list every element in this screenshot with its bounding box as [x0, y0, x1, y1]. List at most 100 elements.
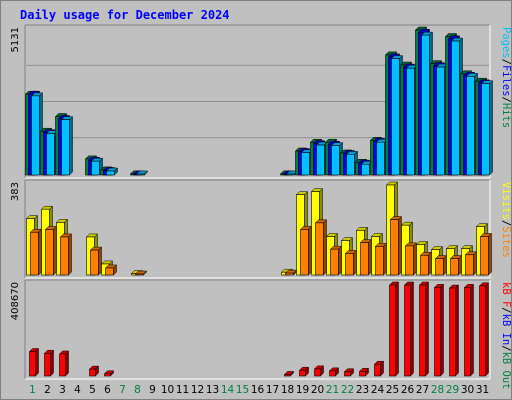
bar-side — [98, 246, 102, 276]
x-tick-label: 21 — [326, 384, 339, 396]
bar-face — [59, 353, 66, 377]
bar-kb-f-27 — [418, 281, 430, 377]
bar-pages-31 — [480, 80, 494, 176]
x-axis: 1 2 3 4 5 6 7 8 9 10 11 12 13 14 15 16 17 18 19 20 21 22 23 24 2… — [29, 384, 489, 396]
bar-face — [464, 287, 471, 377]
bar-face — [374, 363, 381, 377]
x-tick-label: 15 — [236, 384, 249, 396]
bar-side — [308, 225, 312, 276]
bar-face — [376, 141, 385, 176]
bar-side — [368, 238, 372, 276]
bar-face — [451, 40, 460, 176]
bar-face — [436, 66, 445, 176]
bar-sites-29 — [449, 254, 463, 276]
bar-sites-2 — [44, 225, 58, 276]
x-tick-label: 31 — [476, 384, 489, 396]
x-tick-label: 23 — [356, 384, 369, 396]
bar-side — [488, 232, 492, 276]
x-tick-label: 30 — [461, 384, 474, 396]
bar-face — [406, 67, 415, 176]
y-max-label: 408670 — [10, 282, 21, 320]
chart-title: Daily usage for December 2024 — [20, 8, 230, 22]
bar-face — [300, 229, 309, 276]
bar-face — [284, 374, 291, 377]
bar-face — [330, 248, 339, 276]
bar-face — [404, 284, 411, 377]
legend-entry: Visits — [500, 182, 512, 220]
x-tick-label: 8 — [134, 384, 141, 396]
bar-sites-20 — [314, 219, 328, 276]
legend-entry: / — [500, 220, 512, 226]
x-tick-label: 4 — [74, 384, 81, 396]
bar-side — [323, 219, 327, 276]
legend-entry: / — [500, 307, 512, 313]
legend-entry: / — [500, 59, 512, 65]
bar-sites-21 — [329, 245, 343, 276]
bar-kb-f-5 — [88, 365, 100, 377]
bar-face — [91, 160, 100, 176]
bar-sites-3 — [59, 233, 73, 276]
bar-kb-f-28 — [433, 283, 445, 377]
bar-kb-f-23 — [358, 367, 370, 377]
bar-sites-31 — [479, 232, 493, 276]
bar-sites-6 — [104, 264, 118, 276]
bar-kb-f-3 — [58, 350, 70, 377]
bar-sites-28 — [434, 254, 448, 276]
bar-face — [419, 284, 426, 377]
bar-face — [31, 95, 40, 176]
x-tick-label: 18 — [281, 384, 294, 396]
bar-face — [331, 145, 340, 176]
x-tick-label: 22 — [341, 384, 354, 396]
y-max-label: 5131 — [10, 27, 21, 52]
bar-face — [106, 170, 115, 176]
bar-face — [479, 285, 486, 377]
legend: Pages/Files/Hits — [500, 27, 512, 128]
bar-face — [136, 173, 145, 176]
bar-face — [89, 368, 96, 377]
bar-face — [314, 368, 321, 377]
x-tick-label: 10 — [161, 384, 174, 396]
x-tick-label: 1 — [29, 384, 36, 396]
bar-sites-27 — [419, 251, 433, 276]
bar-face — [481, 83, 490, 176]
x-tick-label: 6 — [104, 384, 111, 396]
bar-face — [390, 219, 399, 276]
bar-side — [455, 284, 459, 377]
bar-sites-1 — [29, 228, 43, 276]
bar-face — [105, 267, 114, 276]
legend-entry: / — [500, 345, 512, 351]
bar-pages-8 — [135, 170, 149, 176]
bar-face — [44, 352, 51, 377]
x-tick-label: 19 — [296, 384, 309, 396]
x-tick-label: 20 — [311, 384, 324, 396]
x-tick-label: 2 — [44, 384, 51, 396]
bar-face — [389, 284, 396, 377]
bar-side — [470, 283, 474, 377]
bar-side — [53, 225, 57, 276]
bar-side — [410, 281, 414, 377]
x-tick-label: 28 — [431, 384, 444, 396]
bar-face — [421, 34, 430, 176]
bar-side — [68, 233, 72, 276]
bar-side — [65, 350, 69, 377]
bar-face — [104, 373, 111, 377]
bar-side — [353, 249, 357, 276]
y-max-label: 383 — [10, 182, 21, 201]
bar-face — [465, 254, 474, 276]
x-tick-label: 5 — [89, 384, 96, 396]
legend-entry: Hits — [500, 103, 512, 128]
bar-sites-8 — [134, 270, 148, 276]
legend-entry: Sites — [500, 226, 512, 258]
x-tick-label: 17 — [266, 384, 279, 396]
bar-kb-f-31 — [478, 282, 490, 377]
bar-face — [135, 273, 144, 276]
x-tick-label: 11 — [176, 384, 189, 396]
bar-sites-30 — [464, 251, 478, 276]
bar-sites-23 — [359, 238, 373, 276]
bar-face — [45, 229, 54, 276]
x-tick-label: 26 — [401, 384, 415, 396]
bar-face — [90, 249, 99, 276]
bar-kb-f-6 — [103, 370, 115, 377]
x-tick-label: 29 — [446, 384, 459, 396]
bar-side — [443, 254, 447, 276]
